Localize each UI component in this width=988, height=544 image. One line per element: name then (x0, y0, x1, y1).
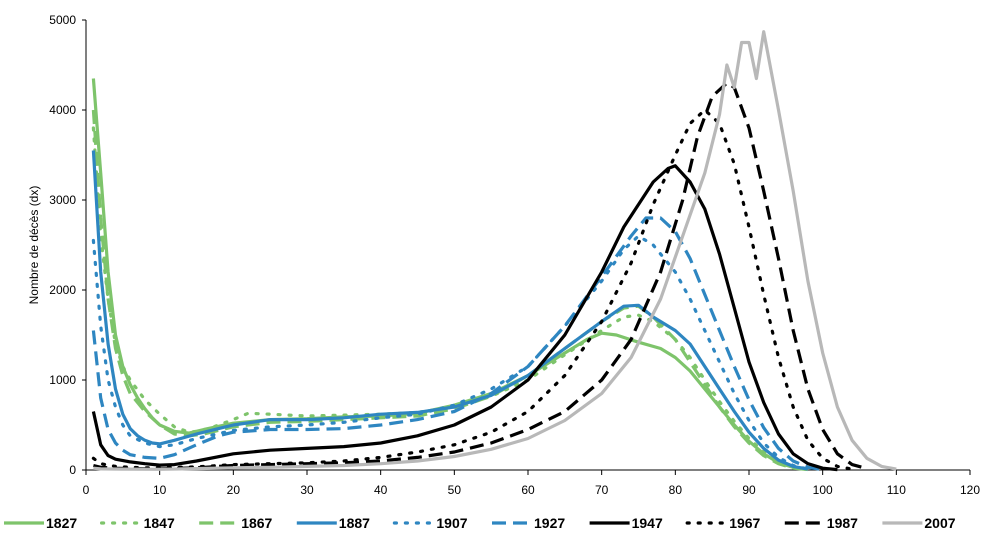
x-tick-label: 10 (153, 483, 167, 497)
series-line-1887 (91, 150, 809, 471)
x-tick-label: 50 (448, 483, 462, 497)
x-tick-label: 90 (742, 483, 756, 497)
series-line-1907 (91, 234, 810, 471)
legend: 1827 1847 1867 1887 1907 1927 1947 1967 1987 2007 (4, 515, 956, 531)
series-line-1827 (91, 78, 809, 472)
x-tick-label: 60 (521, 483, 535, 497)
y-tick-label: 4000 (49, 103, 76, 117)
legend-label-1867: 1867 (241, 515, 272, 531)
y-axis: 0 1000 2000 3000 4000 5000 (49, 13, 87, 477)
y-tick-label: 1000 (49, 373, 76, 387)
x-tick-label: 20 (227, 483, 241, 497)
x-tick-label: 70 (595, 483, 609, 497)
y-tick-label: 2000 (49, 283, 76, 297)
legend-label-1847: 1847 (144, 515, 175, 531)
series-line-1847 (91, 126, 810, 472)
x-tick-label: 30 (300, 483, 314, 497)
series-line-1967 (91, 108, 854, 471)
x-tick-label: 120 (960, 483, 980, 497)
series-layer (91, 30, 897, 472)
legend-label-1987: 1987 (827, 515, 858, 531)
legend-label-1927: 1927 (534, 515, 565, 531)
legend-label-2007: 2007 (924, 515, 955, 531)
legend-label-1947: 1947 (632, 515, 663, 531)
x-tick-label: 100 (813, 483, 833, 497)
y-tick-label: 0 (69, 463, 76, 477)
x-tick-label: 110 (887, 483, 906, 497)
series-line-2007 (93, 30, 897, 471)
x-tick-label: 0 (83, 483, 90, 497)
y-tick-label: 3000 (49, 193, 76, 207)
y-tick-label: 5000 (49, 13, 76, 27)
series-line-1867 (91, 109, 809, 472)
legend-label-1887: 1887 (339, 515, 370, 531)
x-tick-label: 40 (374, 483, 388, 497)
series-line-1947 (91, 164, 838, 472)
legend-label-1827: 1827 (46, 515, 77, 531)
legend-label-1907: 1907 (436, 515, 467, 531)
y-axis-label: Nombre de décès (dx) (27, 186, 41, 305)
x-axis: 0 10 20 30 40 50 60 70 80 90 100 110 120 (83, 469, 980, 497)
series-line-1927 (91, 216, 823, 472)
x-tick-label: 80 (669, 483, 683, 497)
legend-label-1967: 1967 (729, 515, 760, 531)
